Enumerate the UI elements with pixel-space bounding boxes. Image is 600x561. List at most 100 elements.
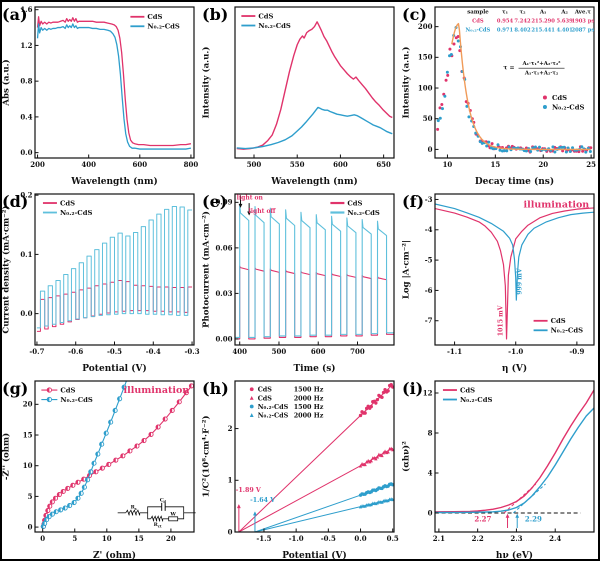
x-axis-label: Wavelength (nm) <box>70 176 158 187</box>
svg-text:215.290: 215.290 <box>531 19 555 25</box>
svg-text:A₂: A₂ <box>560 10 568 16</box>
svg-text:500: 500 <box>247 160 262 169</box>
svg-text:600: 600 <box>311 347 326 356</box>
legend: CdS N₀.₂-CdS <box>130 13 180 31</box>
panel-e-chart: 400 500 600 700 0.00 0.03 0.06 0.09 Time (s) Phot… <box>201 192 395 374</box>
y-axis-label: Abs (a.u.) <box>1 59 12 106</box>
series-cds-2000-hz <box>238 446 394 532</box>
series-cds <box>435 207 594 340</box>
svg-text:2087 ps: 2087 ps <box>571 28 594 34</box>
plot-area <box>238 382 394 532</box>
panel-label: (h) <box>202 379 229 398</box>
annotation: 2.27 <box>474 514 491 523</box>
panel-label: (c) <box>402 5 427 24</box>
svg-text:CdS: CdS <box>551 317 566 325</box>
svg-text:200: 200 <box>30 160 45 169</box>
svg-text:CdS: CdS <box>347 199 362 207</box>
y-axis-label: Photocurrent (mA·cm⁻²) <box>201 211 212 328</box>
panel-label: (f) <box>402 192 424 211</box>
svg-text:CdS: CdS <box>552 94 567 102</box>
svg-text:τ₂: τ₂ <box>519 10 526 16</box>
svg-text:20: 20 <box>166 534 176 543</box>
svg-text:0.00: 0.00 <box>215 334 232 343</box>
svg-text:CdS: CdS <box>258 386 273 394</box>
y-axis-label: (αhν)² <box>401 441 412 472</box>
svg-text:15: 15 <box>134 534 144 543</box>
svg-text:0: 0 <box>228 527 233 536</box>
svg-text:0.5: 0.5 <box>387 534 399 543</box>
panel-a-chart: 200 400 600 800 0.0 0.4 0.8 1.2 1.6 Wavelength (n… <box>1 5 199 187</box>
svg-text:CdS: CdS <box>258 12 273 20</box>
svg-text:650: 650 <box>376 160 391 169</box>
y-axis-label: Intensity (a.u.) <box>201 47 212 119</box>
svg-text:R: R <box>154 522 159 528</box>
series-cds <box>436 34 593 154</box>
plot-area <box>36 205 193 332</box>
svg-text:W: W <box>169 511 176 517</box>
series-cds-1500-hz <box>238 382 394 532</box>
svg-text:0: 0 <box>40 534 45 543</box>
svg-text:20: 20 <box>538 160 548 169</box>
svg-text:-1.5: -1.5 <box>256 534 271 543</box>
svg-text:10: 10 <box>102 534 112 543</box>
panel-label: (d) <box>2 192 28 211</box>
x-axis-label: Decay time (ns) <box>475 176 554 187</box>
panel-d: -0.7 -0.6 -0.5 -0.4 -0.3 0.0 0.1 0.2 Potential (… <box>0 187 200 374</box>
panel-f-chart: -1.1 -1.0 -0.9 -3 -4 -5 -6 -7 η (V) Log |A·cm⁻²| (… <box>402 192 595 374</box>
plot-area <box>436 22 593 154</box>
arrow-annotation <box>236 504 241 532</box>
svg-text:CdS: CdS <box>460 386 475 394</box>
plot-area <box>40 381 194 530</box>
annotation: 2.29 <box>525 514 542 523</box>
x-axis-label: hν (eV) <box>496 550 533 561</box>
series-n-cds <box>235 203 394 338</box>
plot-area <box>236 21 393 150</box>
svg-text:0.8: 0.8 <box>20 77 32 86</box>
svg-text:s: s <box>135 507 137 511</box>
svg-text:0.0: 0.0 <box>354 534 366 543</box>
panel-h: -1.5 -1.0 -0.5 0.0 0.5 0 1 2 Potential (V) 1/C²(1… <box>200 374 400 561</box>
svg-text:N₀.₂-CdS: N₀.₂-CdS <box>466 28 491 34</box>
svg-text:800: 800 <box>184 160 199 169</box>
annotation: illumination <box>124 385 190 396</box>
panel-a: 200 400 600 800 0.0 0.4 0.8 1.2 1.6 Wavelength (n… <box>0 0 200 187</box>
svg-text:τ =: τ = <box>503 64 514 71</box>
svg-text:4.401: 4.401 <box>556 28 573 34</box>
x-axis-label: η (V) <box>502 363 527 374</box>
svg-text:-0.5: -0.5 <box>107 347 122 356</box>
x-axis-label: Wavelength (nm) <box>270 176 358 187</box>
svg-text:-0.9: -0.9 <box>569 347 584 356</box>
svg-text:0: 0 <box>428 508 433 517</box>
svg-text:N₀.₂-CdS: N₀.₂-CdS <box>551 327 584 335</box>
y-axis-label: Log |A·cm⁻²| <box>402 240 412 299</box>
series-n-cds <box>435 407 594 514</box>
plot-area <box>435 389 594 514</box>
svg-text:2: 2 <box>228 424 233 433</box>
panel-i: 2.1 2.2 2.3 2.4 0 4 8 12 hν (eV) (αhν)² (i) CdS N₀.₂… <box>400 374 600 561</box>
svg-text:-1.0: -1.0 <box>289 534 304 543</box>
series-n-cds-2000-hz <box>254 497 394 532</box>
svg-text:N₀.₂-CdS: N₀.₂-CdS <box>552 103 585 111</box>
series-n-cds <box>40 381 128 530</box>
svg-text:2.1: 2.1 <box>433 534 445 543</box>
svg-text:R: R <box>131 504 136 510</box>
svg-text:2000 Hz: 2000 Hz <box>294 411 324 419</box>
x-axis-label: Z' (ohm) <box>93 550 136 561</box>
lifetime-equation: τ = A₁·τ₁²+A₂·τ₂² A₁·τ₁+A₂·τ₂ <box>503 60 565 76</box>
svg-text:0: 0 <box>428 145 433 154</box>
svg-text:5.639: 5.639 <box>556 19 573 25</box>
svg-text:550: 550 <box>290 160 305 169</box>
panel-g-chart: 0 5 10 15 20 0 5 10 15 20 Z' (ohm) -Z'' (ohm) (g) CdS… <box>1 379 196 561</box>
svg-text:CdS: CdS <box>60 199 75 207</box>
svg-text:8.402: 8.402 <box>514 28 531 34</box>
svg-text:150: 150 <box>418 53 433 62</box>
svg-text:500: 500 <box>272 347 287 356</box>
svg-text:CdS: CdS <box>472 19 484 25</box>
svg-text:N₀.₂-CdS: N₀.₂-CdS <box>60 396 93 404</box>
series-cds <box>435 389 594 513</box>
y-axis-label: -Z'' (ohm) <box>1 433 12 480</box>
svg-text:4: 4 <box>428 468 433 477</box>
svg-text:A₁: A₁ <box>539 10 547 16</box>
svg-text:0.03: 0.03 <box>215 289 232 298</box>
